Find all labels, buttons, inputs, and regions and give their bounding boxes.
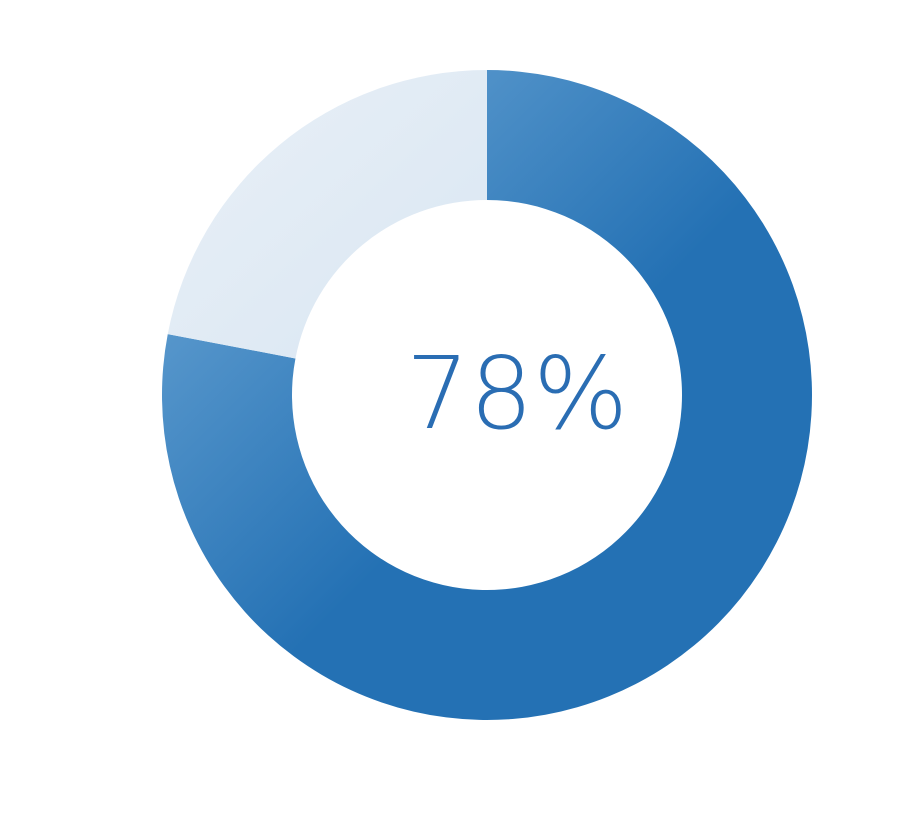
donut-segment-complete (161, 70, 812, 720)
donut-segment-remaining (167, 70, 487, 359)
center-percent-label: 78% (406, 335, 628, 452)
